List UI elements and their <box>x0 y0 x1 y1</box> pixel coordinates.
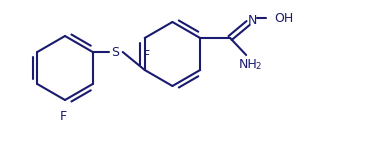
Text: F: F <box>143 49 150 62</box>
Text: F: F <box>59 110 67 123</box>
Text: S: S <box>111 45 119 58</box>
Text: N: N <box>247 14 257 27</box>
Text: OH: OH <box>274 12 293 24</box>
Text: 2: 2 <box>255 62 261 71</box>
Text: NH: NH <box>239 58 258 71</box>
